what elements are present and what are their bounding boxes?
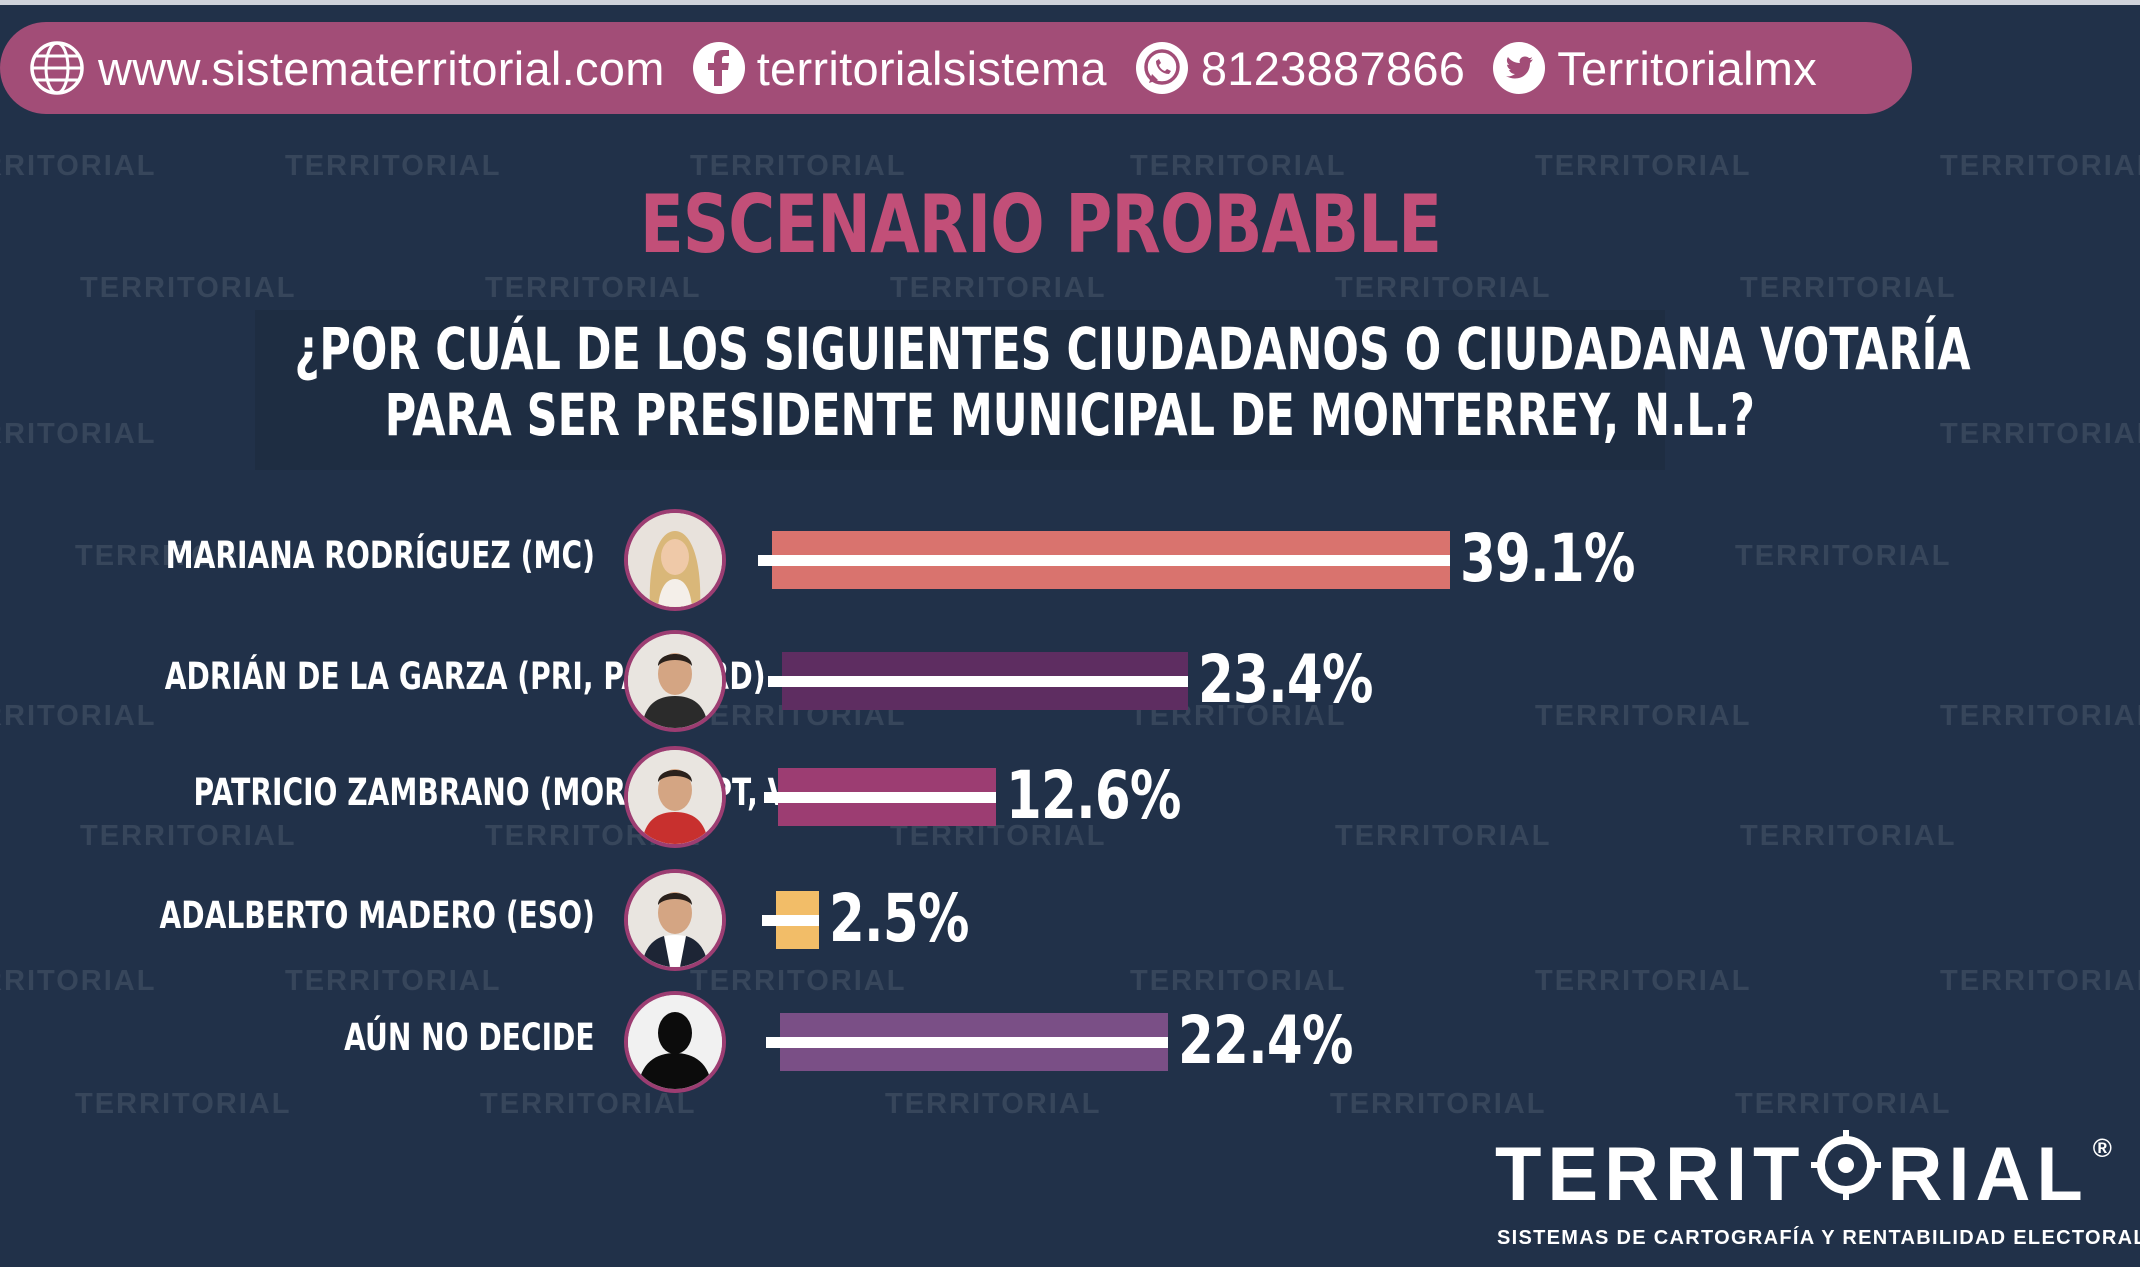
question-line-2: PARA SER PRESIDENTE MUNICIPAL DE MONTERR… — [384, 381, 1756, 449]
website-link[interactable]: www.sistematerritorial.com — [28, 39, 665, 97]
candidate-photo-icon — [628, 873, 722, 967]
candidate-photo-icon — [628, 634, 722, 728]
bar-highlight-stripe — [780, 1037, 1169, 1048]
watermark: TERRITORIAL — [80, 820, 297, 852]
logo-tagline: SISTEMAS DE CARTOGRAFÍA Y RENTABILIDAD E… — [1497, 1227, 2140, 1249]
candidate-label: AÚN NO DECIDE — [0, 1016, 595, 1059]
bar — [766, 1013, 1169, 1071]
candidate-name: ADALBERTO MADERO (ESO) — [159, 894, 595, 937]
watermark: TERRITORIAL — [285, 150, 502, 182]
bar — [764, 768, 997, 826]
facebook-icon — [692, 42, 745, 94]
bar — [768, 652, 1188, 710]
twitter-icon — [1493, 42, 1546, 94]
watermark: TERRITORIAL — [0, 150, 157, 182]
watermark: TERRITORIAL — [0, 700, 157, 732]
bar-tick — [768, 676, 782, 687]
silhouette-icon — [628, 995, 722, 1089]
watermark: TERRITORIAL — [1940, 965, 2140, 997]
question-backdrop — [255, 310, 1665, 470]
candidate-name: MARIANA RODRÍGUEZ (MC) — [165, 534, 595, 577]
whatsapp-icon — [1135, 42, 1188, 94]
watermark: TERRITORIAL — [0, 965, 157, 997]
candidate-avatar — [624, 630, 726, 732]
watermark: TERRITORIAL — [480, 1088, 697, 1120]
top-border-line — [0, 0, 2140, 5]
watermark: TERRITORIAL — [1735, 540, 1952, 572]
logo-text-part: RIAL — [1887, 1132, 2089, 1217]
bar — [758, 531, 1450, 589]
facebook-text: territorialsistema — [756, 41, 1107, 95]
watermark: TERRITORIAL — [285, 965, 502, 997]
watermark: TERRITORIAL — [1535, 150, 1752, 182]
watermark: TERRITORIAL — [885, 1088, 1102, 1120]
bar-highlight-stripe — [782, 676, 1188, 687]
data-label: 22.4% — [1178, 1002, 1354, 1079]
data-label: 12.6% — [1006, 757, 1182, 834]
watermark: TERRITORIAL — [75, 540, 292, 572]
watermark: TERRITORIAL — [690, 965, 907, 997]
candidate-label: PATRICIO ZAMBRANO (MORENA, PT, VERDE) — [0, 771, 886, 814]
twitter-link[interactable]: Territorialmx — [1493, 41, 1817, 96]
bar-tick — [766, 1037, 780, 1048]
logo-text: TERRIT RIAL — [1495, 1130, 2089, 1218]
candidate-avatar — [624, 991, 726, 1093]
watermark: TERRITORIAL — [1535, 700, 1752, 732]
data-label: 23.4% — [1197, 641, 1373, 718]
candidate-photo-icon — [628, 513, 722, 607]
website-text: www.sistematerritorial.com — [98, 41, 665, 95]
watermark: TERRITORIAL — [485, 272, 702, 304]
watermark: TERRITORIAL — [1740, 272, 1957, 304]
watermark: TERRITORIAL — [75, 1088, 292, 1120]
bar-tick — [758, 555, 772, 566]
watermark: TERRITORIAL — [1130, 150, 1347, 182]
question-text: ¿POR CUÁL DE LOS SIGUIENTES CIUDADANOS O… — [0, 316, 2140, 448]
bar-tick — [762, 915, 776, 926]
watermark: TERRITORIAL — [80, 272, 297, 304]
watermark: TERRITORIAL — [1335, 820, 1552, 852]
candidate-name: AÚN NO DECIDE — [344, 1016, 595, 1059]
candidate-label: MARIANA RODRÍGUEZ (MC) — [0, 534, 595, 577]
whatsapp-text: 8123887866 — [1200, 41, 1466, 95]
candidate-avatar — [624, 869, 726, 971]
bar-highlight-stripe — [778, 792, 997, 803]
globe-icon — [30, 41, 84, 95]
watermark: TERRITORIAL — [890, 272, 1107, 304]
candidate-avatar — [624, 509, 726, 611]
contact-bar: www.sistematerritorial.com territorialsi… — [0, 22, 1912, 114]
bar-highlight-stripe — [776, 915, 820, 926]
watermark: TERRITORIAL — [1740, 820, 1957, 852]
watermark: TERRITORIAL — [1535, 965, 1752, 997]
whatsapp-link[interactable]: 8123887866 — [1135, 41, 1465, 96]
watermark: TERRITORIAL — [1940, 700, 2140, 732]
facebook-link[interactable]: territorialsistema — [692, 41, 1107, 96]
candidate-photo-icon — [628, 750, 722, 844]
watermark: TERRITORIAL — [1940, 418, 2140, 450]
twitter-text: Territorialmx — [1557, 41, 1818, 95]
territorial-logo: TERRIT RIAL ® — [1495, 1130, 2118, 1218]
scenario-title: ESCENARIO PROBABLE — [640, 178, 1442, 271]
registered-mark: ® — [2092, 1132, 2118, 1163]
candidate-label: ADRIÁN DE LA GARZA (PRI, PAN, PRD) — [0, 655, 766, 698]
bar-highlight-stripe — [772, 555, 1450, 566]
logo-text-part: TERRIT — [1495, 1132, 1806, 1217]
bar — [762, 891, 820, 949]
watermark: TERRITORIAL — [1330, 1088, 1547, 1120]
watermark: TERRITORIAL — [690, 150, 907, 182]
watermark: TERRITORIAL — [1130, 965, 1347, 997]
data-label: 2.5% — [829, 880, 970, 957]
target-icon — [1811, 1130, 1882, 1200]
watermark: TERRITORIAL — [1940, 150, 2140, 182]
watermark: TERRITORIAL — [0, 418, 157, 450]
candidate-label: ADALBERTO MADERO (ESO) — [0, 894, 595, 937]
question-line-1: ¿POR CUÁL DE LOS SIGUIENTES CIUDADANOS O… — [294, 315, 1971, 383]
bar-tick — [764, 792, 778, 803]
watermark: TERRITORIAL — [1335, 272, 1552, 304]
watermark: TERRITORIAL — [1735, 1088, 1952, 1120]
candidate-avatar — [624, 746, 726, 848]
data-label: 39.1% — [1460, 520, 1635, 597]
